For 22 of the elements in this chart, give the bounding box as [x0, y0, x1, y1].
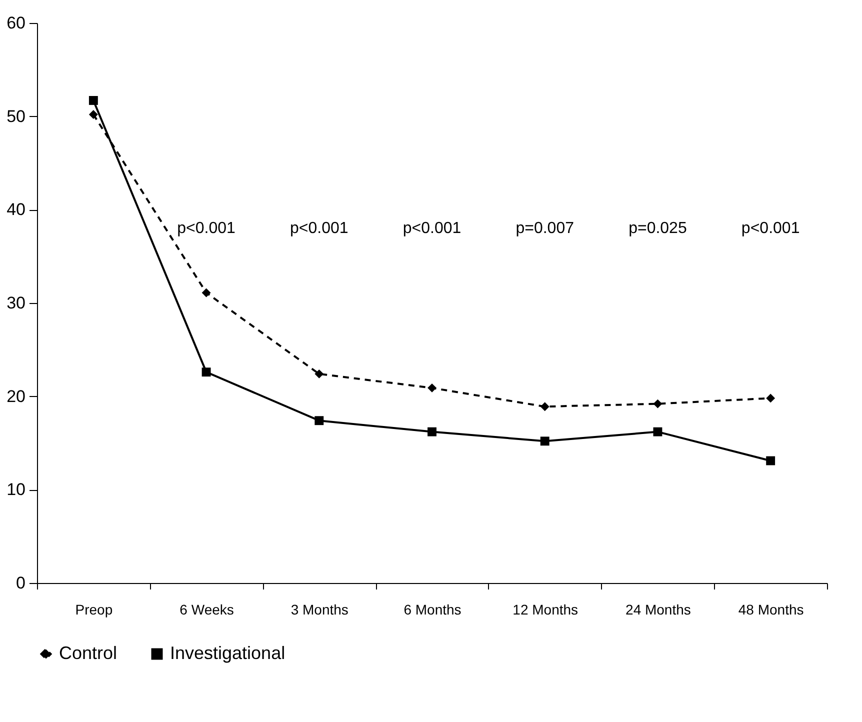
x-tick-label: 3 Months: [290, 602, 348, 618]
annotation: p<0.001: [741, 220, 800, 237]
y-tick-label: 40: [6, 200, 26, 220]
y-tick-label: 20: [6, 386, 26, 406]
annotation: p<0.001: [177, 220, 236, 237]
y-tick-label: 30: [6, 294, 26, 312]
y-tick-label: 10: [6, 480, 26, 500]
x-tick-label: 24 Months: [626, 602, 691, 618]
x-tick-label: 12 Months: [512, 602, 578, 618]
legend-label: Investigational: [170, 643, 286, 663]
x-tick-label: 48 Months: [738, 602, 804, 618]
x-tick-label: 6 Months: [404, 602, 462, 618]
x-tick-label: Preop: [75, 602, 113, 618]
annotation: p<0.001: [290, 220, 348, 237]
annotation: p=0.007: [516, 220, 574, 237]
legend-label: Control: [59, 643, 118, 663]
annotation: p=0.025: [628, 220, 687, 237]
y-tick-label: 0: [16, 574, 26, 592]
y-tick-label: 50: [6, 106, 26, 126]
x-tick-label: 6 Weeks: [180, 602, 234, 618]
y-tick-label: 60: [6, 14, 26, 32]
annotation: p<0.001: [402, 220, 462, 237]
